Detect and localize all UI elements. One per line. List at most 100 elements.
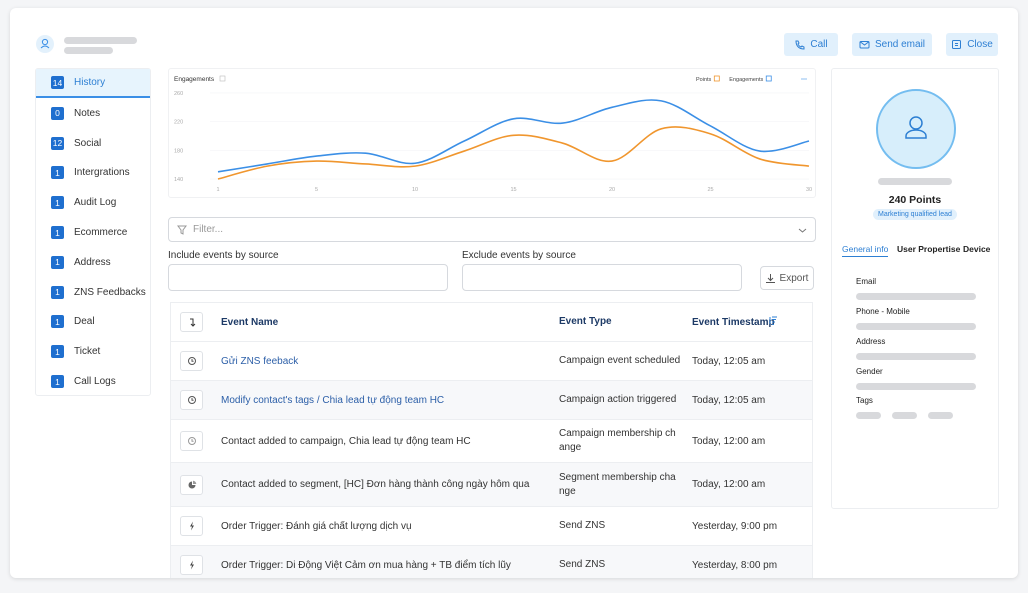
count-badge: 1 (51, 285, 64, 299)
sidebar-label: Notes (74, 107, 101, 119)
button-label: Send email (874, 39, 926, 50)
filter-input[interactable]: Filter... (168, 217, 816, 242)
y-tick-label: 260 (174, 91, 183, 97)
field-placeholder (856, 323, 976, 330)
event-type: Campaign membership change (559, 428, 676, 453)
button-label: Close (967, 39, 993, 50)
name-placeholder (64, 37, 137, 44)
x-tick-label: 10 (412, 187, 418, 193)
header-button[interactable]: Call (784, 33, 838, 56)
x-tick-label: 25 (707, 187, 713, 193)
sidebar-item[interactable]: 1 Ticket (36, 337, 150, 366)
profile-tab[interactable]: Device (963, 244, 991, 254)
sidebar-label: Social (74, 137, 102, 149)
count-badge: 14 (51, 76, 64, 89)
event-type: Segment membership change (559, 471, 676, 497)
sidebar-item[interactable]: 1 Intergrations (36, 158, 150, 187)
event-name[interactable]: Gửi ZNS feeback (221, 355, 299, 367)
name-placeholder (878, 178, 952, 185)
sidebar-item[interactable]: 1 ZNS Feedbacks (36, 278, 150, 307)
button-label: Call (810, 39, 828, 50)
count-badge: 1 (51, 345, 64, 359)
series-line (217, 99, 810, 173)
table-row: Contact added to segment, [HC] Đơn hàng … (171, 463, 812, 507)
events-table: Event Name Event Type Event Timestamp Gửi Z… (170, 302, 813, 578)
export-icon (765, 273, 775, 283)
legend-label: Points (696, 77, 712, 83)
count-badge: 0 (51, 106, 64, 120)
profile-tab[interactable]: User Propertise (897, 244, 961, 254)
button-icon (795, 40, 805, 50)
x-tick-label: 30 (806, 187, 812, 193)
table-row: Order Trigger: Đánh giá chất lượng dịch … (171, 507, 812, 546)
event-icon (180, 516, 203, 536)
status-badge: Marketing qualified lead (873, 209, 957, 220)
profile-avatar-icon (905, 116, 927, 139)
header-button[interactable]: Send email (852, 33, 932, 56)
export-button[interactable]: Export (760, 266, 814, 290)
event-timestamp: Yesterday, 9:00 pm (692, 520, 778, 532)
sort-icon (180, 312, 203, 332)
export-label: Export (779, 272, 809, 284)
sidebar-item[interactable]: 1 Call Logs (36, 367, 150, 396)
column-header: Event Type (559, 316, 612, 327)
button-icon (859, 41, 870, 49)
sidebar-label: Deal (74, 316, 95, 328)
include-input[interactable] (168, 264, 448, 291)
header-avatar (36, 35, 54, 53)
exclude-input[interactable] (462, 264, 742, 291)
table-header: Event Name Event Type Event Timestamp (171, 303, 812, 342)
count-badge: 1 (51, 196, 64, 210)
sidebar-item[interactable]: 1 Ecommerce (36, 218, 150, 247)
x-tick-label: 1 (216, 187, 219, 193)
event-name[interactable]: Modify contact's tags / Chia lead tự độn… (221, 394, 445, 406)
table-row: Contact added to campaign, Chia lead tự … (171, 420, 812, 463)
sidebar-item[interactable]: 0 Notes (36, 99, 150, 128)
avatar-icon (40, 38, 50, 49)
include-label: Include events by source (168, 250, 279, 261)
chart-panel: Engagements 140 180 220 260 1 5 10 15 20 25 30 Point… (168, 68, 816, 198)
filter-icon (177, 225, 187, 235)
profile-avatar (876, 89, 956, 169)
event-type: Campaign event scheduled (559, 355, 681, 366)
x-tick-label: 20 (609, 187, 615, 193)
subtitle-placeholder (64, 47, 113, 54)
sidebar-item[interactable]: 12 Social (36, 129, 150, 158)
table-row: Gửi ZNS feeback Campaign event scheduled T… (171, 342, 812, 381)
event-icon (180, 474, 203, 495)
chart-title: Engagements (174, 76, 215, 83)
event-name: Order Trigger: Di Động Việt Cảm ơn mua h… (221, 559, 511, 571)
x-tick-label: 5 (315, 187, 318, 193)
table-row: Order Trigger: Di Động Việt Cảm ơn mua h… (171, 546, 812, 578)
filter-placeholder: Filter... (193, 224, 224, 235)
more-dot (805, 78, 807, 80)
event-icon (180, 351, 203, 371)
count-badge: 1 (51, 375, 64, 388)
profile-tab[interactable]: General info (842, 244, 889, 257)
field-label: Phone - Mobile (856, 307, 910, 316)
sidebar-item[interactable]: 1 Deal (36, 307, 150, 336)
field-label: Gender (856, 367, 883, 376)
event-timestamp: Today, 12:00 am (692, 479, 766, 490)
event-timestamp: Yesterday, 8:00 pm (692, 559, 778, 571)
event-icon (180, 390, 203, 410)
sidebar-label: Ecommerce (74, 227, 128, 238)
sidebar-item[interactable]: 14 History (36, 69, 150, 98)
column-header: Event Name (221, 316, 279, 328)
count-badge: 1 (51, 315, 64, 329)
event-timestamp: Today, 12:05 am (692, 394, 766, 406)
sidebar-label: ZNS Feedbacks (74, 286, 146, 298)
sidebar-label: Ticket (74, 346, 101, 358)
field-placeholder (856, 353, 976, 360)
count-badge: 1 (51, 255, 64, 269)
tag-placeholder (928, 412, 953, 419)
sidebar-label: Address (74, 256, 111, 268)
sidebar-item[interactable]: 1 Audit Log (36, 188, 150, 217)
more-dot (803, 78, 805, 80)
header-button[interactable]: Close (946, 33, 998, 56)
legend-label: Engagements (729, 77, 763, 83)
sidebar-item[interactable]: 1 Address (36, 248, 150, 277)
sidebar-label: Call Logs (74, 376, 116, 387)
